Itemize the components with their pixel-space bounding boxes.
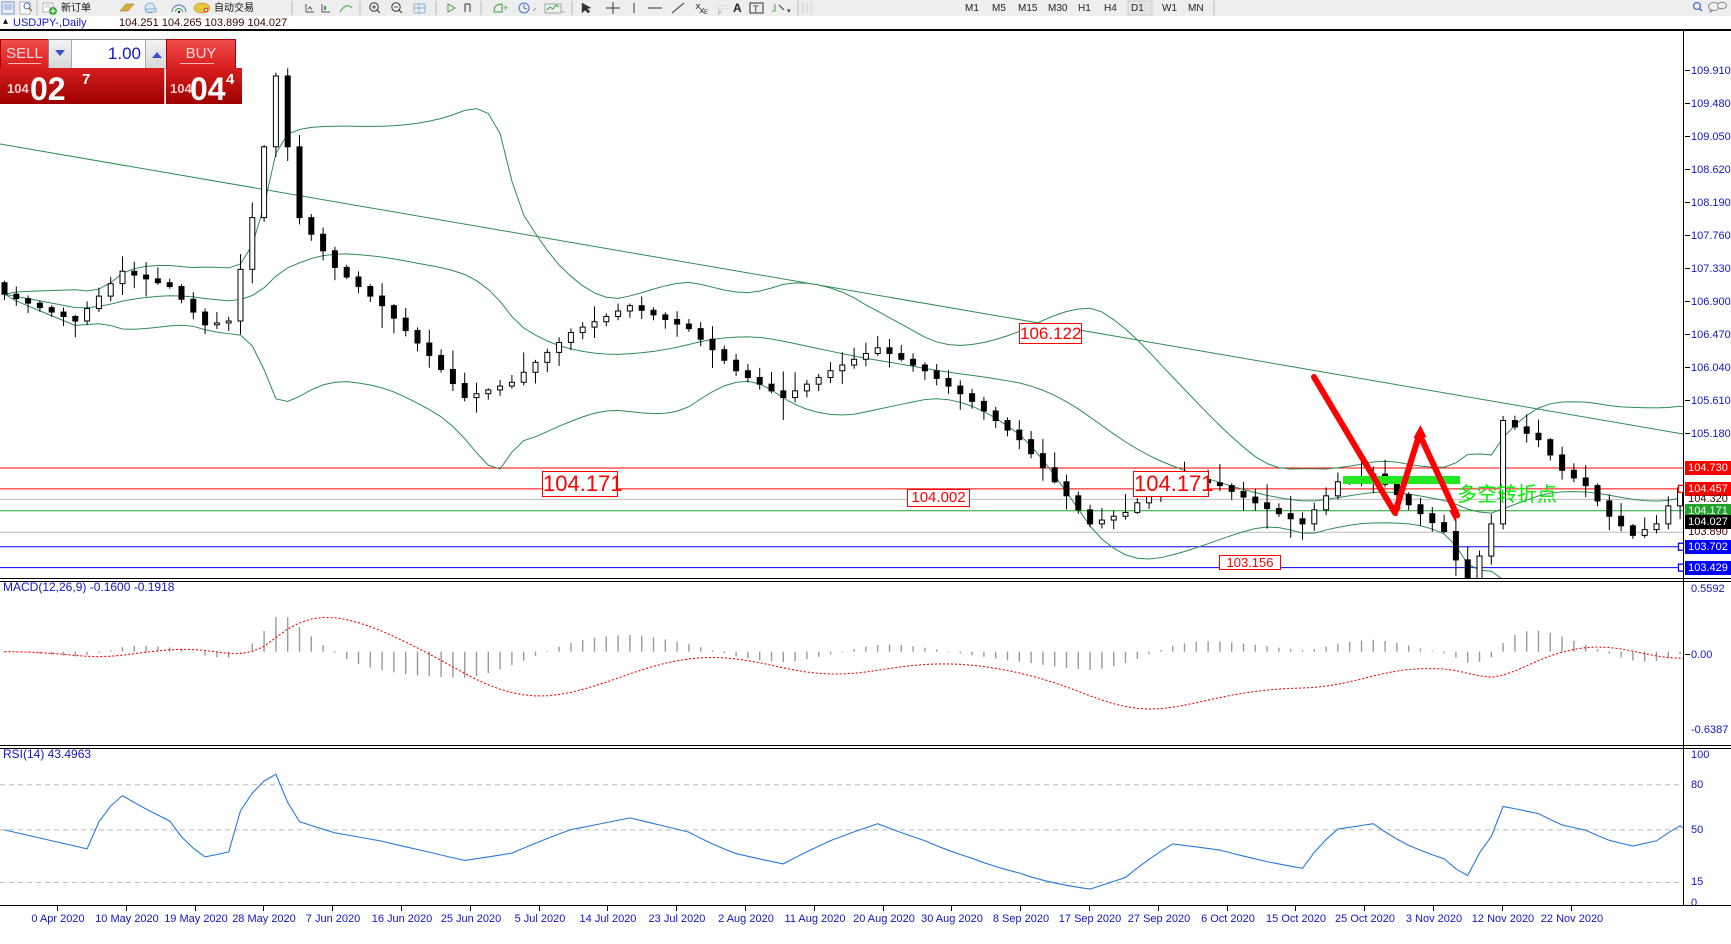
- svg-text:H1: H1: [1078, 3, 1091, 14]
- svg-text:::::: ::::: [718, 4, 730, 11]
- svg-text:M30: M30: [1048, 3, 1068, 14]
- svg-text:M1: M1: [965, 3, 979, 14]
- svg-text:M5: M5: [992, 3, 1006, 14]
- svg-text:M15: M15: [1018, 3, 1038, 14]
- svg-text:+: +: [503, 3, 508, 13]
- svg-text:MN: MN: [1188, 3, 1204, 14]
- svg-text:W1: W1: [1162, 3, 1177, 14]
- svg-text:自动交易: 自动交易: [214, 1, 254, 14]
- svg-text:A: A: [733, 1, 742, 15]
- svg-text:D1: D1: [1131, 3, 1144, 14]
- svg-text:T: T: [753, 4, 759, 14]
- svg-text:新订单: 新订单: [61, 1, 91, 14]
- svg-text:H4: H4: [1104, 3, 1117, 14]
- svg-text:▾: ▾: [787, 8, 791, 15]
